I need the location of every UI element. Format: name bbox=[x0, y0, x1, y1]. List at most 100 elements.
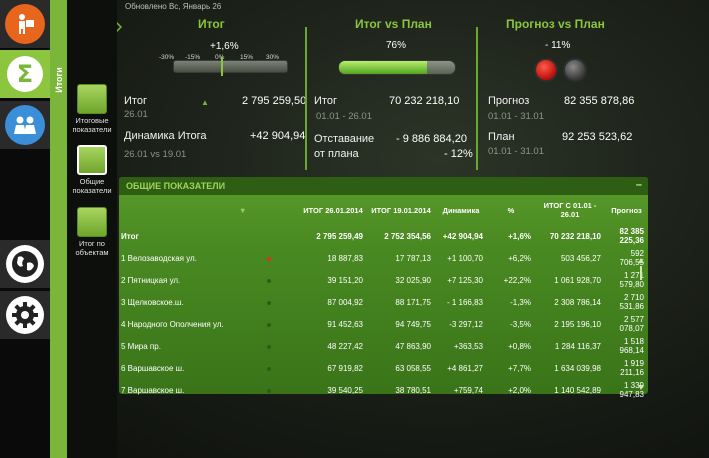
table-cell: 2 195 196,10 bbox=[554, 319, 601, 329]
itog-row2-date: 26.01 vs 19.01 bbox=[124, 149, 187, 160]
plan-progress-bar bbox=[338, 60, 456, 75]
row-name: Итог bbox=[121, 231, 139, 241]
table-cell: +4 861,27 bbox=[447, 363, 483, 373]
nav-item-label: Итоговые показатели bbox=[72, 116, 112, 134]
gear-icon bbox=[6, 296, 44, 334]
table-row[interactable]: 3 Щелковское.ш. 87 004,92 88 171,75 - 1 166… bbox=[119, 291, 648, 313]
table-cell: +7,7% bbox=[508, 363, 531, 373]
table-cell: +2,0% bbox=[508, 385, 531, 395]
scale-label: -15% bbox=[185, 54, 201, 61]
table-cell: 2 795 259,49 bbox=[316, 231, 363, 241]
table-cell: 32 025,90 bbox=[395, 275, 431, 285]
row-indicator bbox=[239, 357, 299, 379]
table-row[interactable]: 2 Пятницкая ул. 39 151,20 32 025,90 +7 125,… bbox=[119, 269, 648, 291]
section-sidebar bbox=[50, 0, 67, 458]
table-scrollbar[interactable] bbox=[638, 258, 644, 392]
table-row[interactable]: 7 Варшавское ш. 39 540,25 38 780,51 +759,74… bbox=[119, 379, 648, 401]
row-name: 4 Народного Ополчения ул. bbox=[121, 319, 224, 329]
table-cell: +0,8% bbox=[508, 341, 531, 351]
forecast-row2-date: 01.01 - 31.01 bbox=[488, 146, 544, 157]
itog-row2-label: Динамика Итога bbox=[124, 130, 207, 142]
plan-row2-label-2: от плана bbox=[314, 148, 359, 160]
status-dot-icon bbox=[267, 256, 271, 261]
itog-row2-value: +42 904,94 bbox=[250, 130, 306, 142]
sidebar-tab-totals[interactable]: Итоги bbox=[50, 60, 67, 100]
header-cell[interactable]: Прогноз bbox=[611, 205, 642, 215]
table-cell: 39 151,20 bbox=[327, 275, 363, 285]
rail-totals-button[interactable]: Σ bbox=[0, 50, 50, 98]
table-cell: 1 140 542,89 bbox=[554, 385, 601, 395]
indicators-table: ▼ ИТОГ 26.01.2014 ИТОГ 19.01.2014 Динами… bbox=[119, 195, 648, 401]
table-row[interactable]: 6 Варшавское ш. 67 919,82 63 058,55 +4 861,… bbox=[119, 357, 648, 379]
table-cell: 87 004,92 bbox=[327, 297, 363, 307]
table-cell: -3 297,12 bbox=[449, 319, 483, 329]
forecast-row1-value: 82 355 878,86 bbox=[564, 95, 635, 107]
divider bbox=[305, 27, 307, 170]
forecast-row2-value: 92 253 523,62 bbox=[562, 131, 633, 143]
minimize-button[interactable]: – bbox=[635, 179, 642, 191]
table-cell: +759,74 bbox=[453, 385, 483, 395]
forecast-row1-label: Прогноз bbox=[488, 95, 530, 107]
red-status-light-icon bbox=[534, 58, 558, 82]
nav-item-label: Итог по объектам bbox=[75, 239, 109, 257]
table-cell: +1,6% bbox=[508, 231, 531, 241]
table-cell: 1 518 968,14 bbox=[619, 337, 644, 355]
itog-gauge bbox=[173, 60, 288, 73]
nav-item-summary[interactable]: Итоговые показатели bbox=[70, 84, 114, 134]
row-name: 3 Щелковское.ш. bbox=[121, 297, 184, 307]
table-cell: 592 706,55 bbox=[619, 249, 644, 267]
rail-settings-button[interactable] bbox=[0, 291, 50, 339]
table-cell: -3,5% bbox=[510, 319, 531, 329]
grey-status-light-icon bbox=[563, 58, 587, 82]
itog-row1-date: 26.01 bbox=[124, 109, 148, 120]
table-cell: - 1 166,83 bbox=[446, 297, 483, 307]
nav-item-general[interactable]: Общие показатели bbox=[70, 145, 114, 195]
table-cell: 67 919,82 bbox=[327, 363, 363, 373]
plan-percent: 76% bbox=[386, 40, 407, 51]
itog-gauge-marker bbox=[221, 57, 223, 76]
table-cell: 503 456,27 bbox=[560, 253, 601, 263]
subnav: Итоговые показатели Общие показатели Ито… bbox=[67, 0, 117, 458]
scale-label: 30% bbox=[266, 54, 280, 61]
table-row[interactable]: 5 Мира пр. 48 227,42 47 863,90 +363,53 +0,8%… bbox=[119, 335, 648, 357]
up-arrow-icon: ▲ bbox=[201, 98, 209, 107]
table-cell: 39 540,25 bbox=[327, 385, 363, 395]
header-cell[interactable]: % bbox=[507, 205, 515, 215]
status-dot-icon bbox=[267, 278, 271, 283]
table-row[interactable]: 1 Велозаводская ул. 18 887,83 17 787,13 +1 … bbox=[119, 247, 648, 269]
nav-tile bbox=[77, 84, 107, 114]
nav-item-label: Общие показатели bbox=[72, 177, 112, 195]
nav-item-by-object[interactable]: Итог по объектам bbox=[70, 207, 114, 257]
divider bbox=[476, 27, 478, 170]
scale-label: 15% bbox=[240, 54, 254, 61]
row-name: 2 Пятницкая ул. bbox=[121, 275, 181, 285]
rail-globe-button[interactable] bbox=[0, 240, 50, 288]
header-cell[interactable]: ИТОГ 19.01.2014 bbox=[371, 205, 431, 215]
rail-team-button[interactable] bbox=[0, 101, 50, 149]
itog-title: Итог bbox=[198, 17, 225, 31]
header-cell[interactable]: Динамика bbox=[442, 205, 480, 215]
forecast-delta: - 11% bbox=[545, 40, 571, 51]
panel-title: ОБЩИЕ ПОКАЗАТЕЛИ bbox=[126, 181, 226, 191]
row-indicator bbox=[239, 335, 299, 357]
table-total-row[interactable]: Итог 2 795 259,49 2 752 354,56 +42 904,94 +1… bbox=[119, 225, 648, 247]
table-cell: 2 710 531,86 bbox=[619, 293, 644, 311]
header-name bbox=[119, 195, 239, 225]
header-cell[interactable]: ИТОГ 26.01.2014 bbox=[303, 205, 363, 215]
header-cell[interactable]: ИТОГ С 01.01 - 26.01 bbox=[543, 201, 597, 219]
updated-timestamp: Обновлено Вс, Январь 26 bbox=[125, 2, 222, 11]
scale-label: 0% bbox=[215, 54, 225, 61]
table-cell: 70 232 218,10 bbox=[549, 231, 601, 241]
team-icon bbox=[5, 105, 45, 145]
row-name: 1 Велозаводская ул. bbox=[121, 253, 197, 263]
rail-delivery-button[interactable] bbox=[0, 0, 50, 48]
delivery-person-icon bbox=[5, 4, 45, 44]
itog-row1-value: 2 795 259,50 bbox=[242, 95, 307, 107]
forecast-row2-label: План bbox=[488, 131, 515, 143]
plan-row2-value: - 9 886 884,20 bbox=[396, 133, 467, 145]
table-row[interactable]: 4 Народного Ополчения ул. 91 452,63 94 749… bbox=[119, 313, 648, 335]
table-cell: 88 171,75 bbox=[395, 297, 431, 307]
table-cell: 18 887,83 bbox=[327, 253, 363, 263]
scale-label: -30% bbox=[159, 54, 175, 61]
sort-icon[interactable]: ▼ bbox=[239, 205, 247, 215]
